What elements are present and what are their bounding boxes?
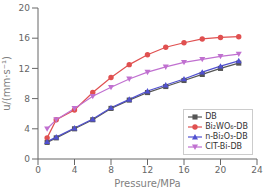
html-text:CIT-Bi-DB: CIT-Bi-DB bbox=[205, 142, 243, 151]
svg-text:24: 24 bbox=[251, 165, 259, 175]
svg-text:0: 0 bbox=[35, 165, 41, 175]
svg-text:12: 12 bbox=[19, 64, 30, 74]
html-text:n-Bi₂O₃-DB: n-Bi₂O₃-DB bbox=[205, 132, 248, 141]
svg-text:8: 8 bbox=[108, 165, 114, 175]
svg-text:12: 12 bbox=[142, 165, 153, 175]
svg-text:u/(mm·s⁻¹): u/(mm·s⁻¹) bbox=[8, 56, 12, 111]
svg-text:0: 0 bbox=[24, 154, 30, 164]
svg-text:16: 16 bbox=[19, 33, 31, 43]
svg-text:20: 20 bbox=[19, 3, 31, 13]
html-text:Bi₂WO₆-DB: Bi₂WO₆-DB bbox=[205, 122, 248, 131]
svg-text:4: 4 bbox=[24, 124, 30, 134]
svg-text:16: 16 bbox=[178, 165, 190, 175]
svg-text:8: 8 bbox=[24, 94, 30, 104]
svg-text:4: 4 bbox=[72, 165, 78, 175]
svg-text:Pressure/MPa: Pressure/MPa bbox=[114, 178, 180, 189]
svg-text:20: 20 bbox=[215, 165, 227, 175]
html-text:DB: DB bbox=[205, 112, 217, 121]
